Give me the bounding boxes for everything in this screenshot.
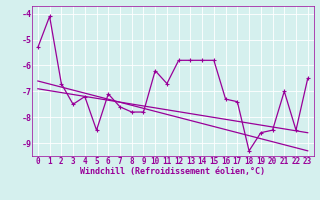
X-axis label: Windchill (Refroidissement éolien,°C): Windchill (Refroidissement éolien,°C) xyxy=(80,167,265,176)
